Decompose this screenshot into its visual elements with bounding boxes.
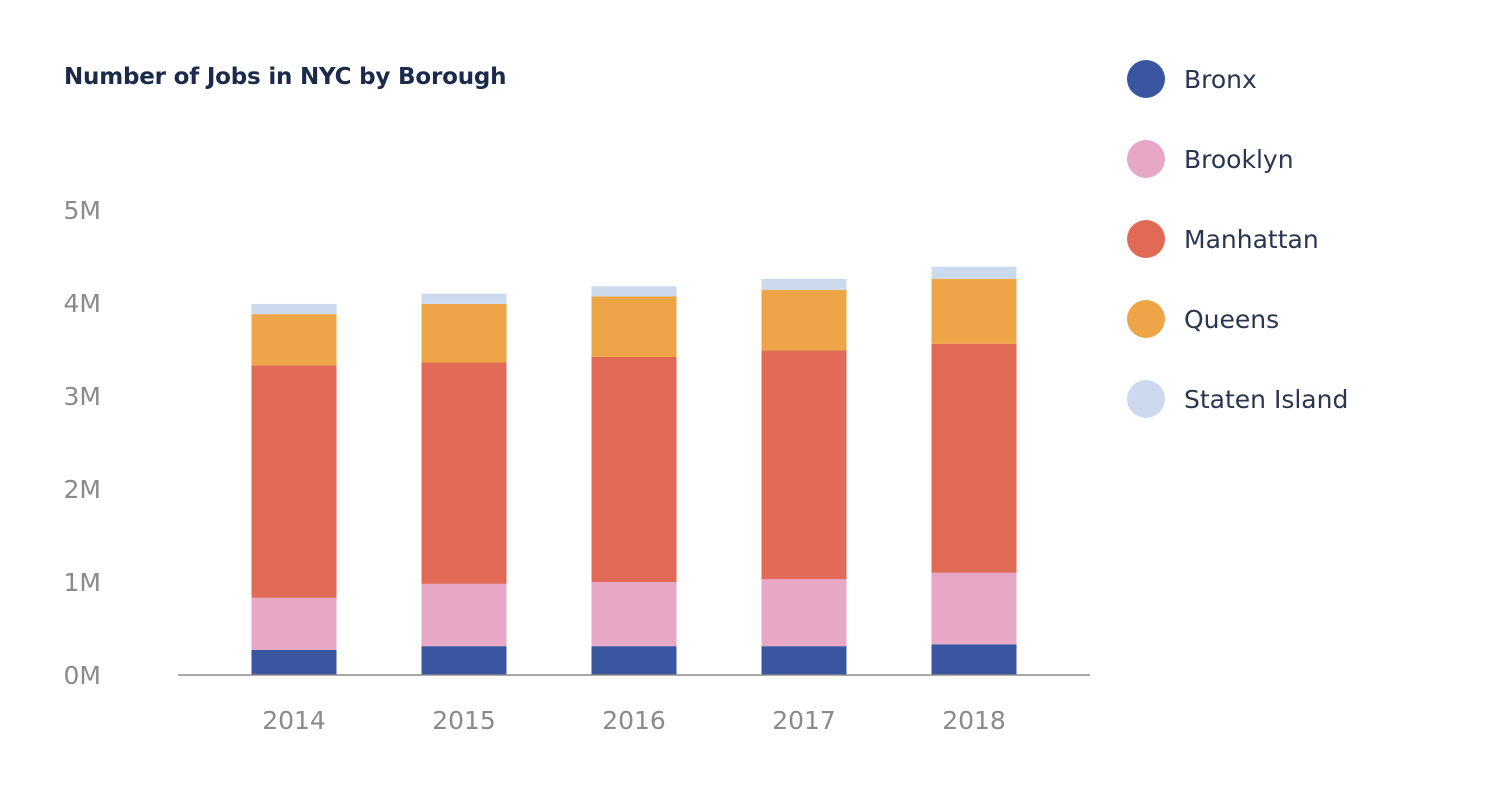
legend-swatch — [1127, 60, 1165, 98]
bar-stack-2015 — [421, 293, 507, 675]
bar-segment-manhattan-2018 — [931, 343, 1017, 573]
bar-stack-2017 — [761, 278, 847, 675]
bar-segment-manhattan-2016 — [591, 356, 677, 582]
bar-segment-brooklyn-2015 — [421, 583, 507, 647]
legend-label: Bronx — [1184, 64, 1257, 94]
legend-swatch — [1127, 380, 1165, 418]
x-tick-label: 2014 — [262, 706, 326, 735]
bar-segment-bronx-2016 — [591, 646, 677, 675]
x-tick-label: 2016 — [602, 706, 666, 735]
x-tick-label: 2015 — [432, 706, 496, 735]
y-tick-label: 3M — [64, 382, 101, 411]
legend-item: Staten Island — [1127, 379, 1348, 419]
bar-segment-queens-2014 — [251, 314, 337, 366]
bar-segment-brooklyn-2018 — [931, 572, 1017, 645]
bar-segment-manhattan-2014 — [251, 365, 337, 598]
bar-segment-staten-island-2017 — [761, 278, 847, 290]
bar-stack-2018 — [931, 266, 1017, 675]
bar-segment-bronx-2015 — [421, 646, 507, 675]
legend-swatch — [1127, 220, 1165, 258]
bar-segment-brooklyn-2017 — [761, 579, 847, 647]
bar-stack-2016 — [591, 286, 677, 675]
legend: Bronx Brooklyn Manhattan Queens Staten Islan… — [1127, 59, 1348, 459]
bar-segment-staten-island-2015 — [421, 293, 507, 304]
bar-segment-bronx-2018 — [931, 644, 1017, 675]
bar-segment-manhattan-2017 — [761, 350, 847, 580]
legend-label: Brooklyn — [1184, 144, 1294, 174]
legend-swatch — [1127, 140, 1165, 178]
y-tick-label: 1M — [64, 568, 101, 597]
bars — [251, 266, 1017, 675]
bar-segment-queens-2015 — [421, 303, 507, 363]
y-axis-ticks: 0M 1M 2M 3M 4M 5M — [64, 196, 101, 690]
bar-segment-queens-2018 — [931, 278, 1017, 344]
y-tick-label: 5M — [64, 196, 101, 225]
chart-title: Number of Jobs in NYC by Borough — [64, 64, 507, 90]
bar-segment-staten-island-2018 — [931, 266, 1017, 279]
legend-swatch — [1127, 300, 1165, 338]
bar-segment-staten-island-2014 — [251, 303, 337, 315]
bar-segment-brooklyn-2014 — [251, 597, 337, 650]
x-tick-label: 2018 — [942, 706, 1006, 735]
legend-item: Queens — [1127, 299, 1348, 339]
x-tick-label: 2017 — [772, 706, 836, 735]
y-tick-label: 0M — [64, 661, 101, 690]
legend-item: Bronx — [1127, 59, 1348, 99]
bar-segment-bronx-2014 — [251, 649, 337, 675]
bar-segment-staten-island-2016 — [591, 286, 677, 297]
legend-label: Staten Island — [1184, 384, 1349, 414]
legend-item: Manhattan — [1127, 219, 1348, 259]
legend-label: Queens — [1184, 304, 1280, 334]
x-axis-ticks: 2014 2015 2016 2017 2018 — [262, 706, 1006, 735]
bar-segment-manhattan-2015 — [421, 362, 507, 584]
bar-segment-bronx-2017 — [761, 646, 847, 675]
bar-segment-brooklyn-2016 — [591, 582, 677, 647]
bar-segment-queens-2017 — [761, 289, 847, 351]
legend-label: Manhattan — [1184, 224, 1319, 254]
y-tick-label: 4M — [64, 289, 101, 318]
legend-item: Brooklyn — [1127, 139, 1348, 179]
y-tick-label: 2M — [64, 475, 101, 504]
bar-segment-queens-2016 — [591, 296, 677, 357]
bar-stack-2014 — [251, 303, 337, 675]
